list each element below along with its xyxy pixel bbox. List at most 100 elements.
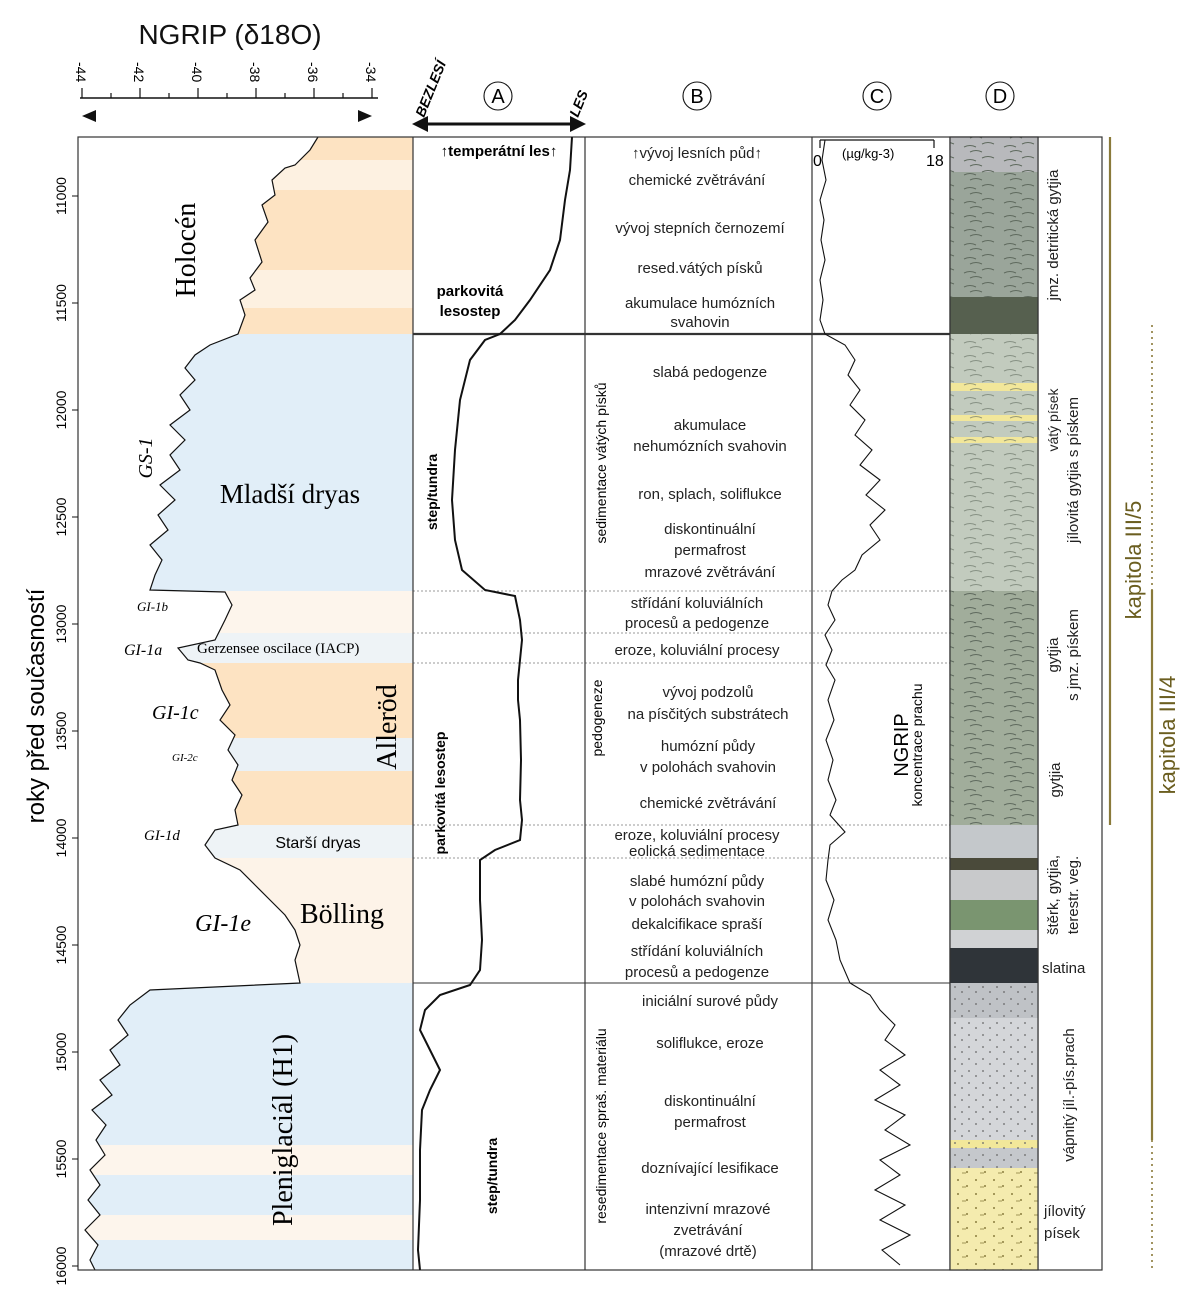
dust-scale-min: 0 xyxy=(813,153,822,170)
veg-step-tundra-lower: step/tundra xyxy=(484,1138,500,1214)
lithology-column xyxy=(949,136,1039,1271)
column-headers xyxy=(483,81,1015,111)
proc-label: chemické zvětrávání xyxy=(640,795,778,812)
proc-vertical-resedimentace: resedimentace spraš. materiálu xyxy=(593,1028,609,1223)
arrow-right-head xyxy=(570,116,586,132)
ngrip-curve xyxy=(84,136,319,1271)
lith-label: jílovitá gytjia s pískem xyxy=(1065,397,1082,544)
lith-label: jílovitý xyxy=(1043,1203,1086,1220)
dust-scale-unit: (µg/kg-3) xyxy=(842,146,894,161)
vegetation-curve xyxy=(416,136,573,1271)
proc-label: střídání koluviálních xyxy=(631,943,764,960)
dust-curve xyxy=(819,139,912,1266)
period-bolling: Bölling xyxy=(300,899,384,930)
proc-label: akumulace xyxy=(674,417,747,434)
period-gi1c: GI-1c xyxy=(152,702,199,724)
proc-label: slabá pedogenze xyxy=(653,364,767,381)
y-tick-label: 11000 xyxy=(53,177,69,215)
dust-label-konc: koncentrace prachu xyxy=(909,684,925,807)
y-tick-label: 12000 xyxy=(53,390,69,429)
period-mladsi-dryas: Mladší dryas xyxy=(220,479,360,509)
period-gi2c: GI-2c xyxy=(172,752,198,764)
veg-parkovita-mid: parkovitá lesostep xyxy=(432,732,448,855)
chapter-k4: kapitola III/4 xyxy=(1155,676,1180,795)
d18o-axis xyxy=(80,88,378,122)
proc-label: eroze, koluviální procesy xyxy=(614,642,780,659)
proc-label: procesů a pedogenze xyxy=(625,615,769,632)
lithology-labels: jmz. detritická gytjia vátý písek jílovi… xyxy=(1042,169,1086,1242)
period-gs1: GS-1 xyxy=(135,437,157,478)
lith-label: gytjia xyxy=(1047,762,1064,798)
x-tick-label: -38 xyxy=(247,62,263,82)
proc-label: chemické zvětrávání xyxy=(629,172,767,189)
x-tick-label: -40 xyxy=(189,62,205,82)
period-gerzensee: Gerzensee oscilace (IACP) xyxy=(197,641,359,657)
proc-label: eroze, koluviální procesy xyxy=(614,827,780,844)
proc-label: akumulace humózních xyxy=(625,295,775,312)
proc-label: soliflukce, eroze xyxy=(656,1035,764,1052)
proc-label: slabé humózní půdy xyxy=(630,873,765,890)
proc-label: ron, splach, soliflukce xyxy=(638,486,781,503)
veg-parkovita-2: lesostep xyxy=(440,303,501,320)
header-c: C xyxy=(870,86,884,108)
x-tick-label: -36 xyxy=(305,62,321,82)
lith-label: vápnitý jíl.-pís.prach xyxy=(1061,1028,1078,1161)
proc-label: diskontinuální xyxy=(664,521,757,538)
process-labels: ↑vývoj lesních půd↑ chemické zvětrávání … xyxy=(614,145,788,1260)
period-starsi-dryas: Starší dryas xyxy=(275,835,360,852)
y-tick-label: 15000 xyxy=(53,1032,69,1071)
proc-label: doznívající lesifikace xyxy=(641,1160,779,1177)
x-tick-label: -34 xyxy=(363,62,379,82)
proc-vertical-sedimentace: sedimentace vátých písků xyxy=(593,382,609,543)
period-boundaries xyxy=(413,332,1038,984)
lith-label: jmz. detritická gytjia xyxy=(1045,169,1062,302)
lith-label: písek xyxy=(1044,1225,1080,1242)
chapter-markers xyxy=(1108,137,1154,1270)
x-tick-label: -42 xyxy=(131,62,147,82)
y-axis-label: roky před současností xyxy=(23,588,50,823)
proc-label: permafrost xyxy=(674,1114,747,1131)
arrow-left-head xyxy=(412,116,428,132)
y-ticks xyxy=(72,195,78,1267)
dust-label-ngrip: NGRIP xyxy=(891,713,913,776)
lith-label: štěrk, gytjia, xyxy=(1045,855,1062,935)
y-tick-label: 16000 xyxy=(53,1246,69,1285)
y-tick-label: 14000 xyxy=(53,818,69,857)
period-gi1d: GI-1d xyxy=(144,828,180,844)
proc-vyvoj-lesnich-pud: ↑vývoj lesních půd↑ xyxy=(632,145,762,162)
proc-label: vývoj podzolů xyxy=(663,684,754,701)
y-tick-label: 13500 xyxy=(53,711,69,750)
proc-vertical-pedogeneze: pedogeneze xyxy=(589,679,605,756)
proc-label: zvetrávání xyxy=(673,1222,743,1239)
lith-label: slatina xyxy=(1042,960,1086,977)
lith-label: gytjia xyxy=(1045,637,1062,673)
proc-label: svahovin xyxy=(670,314,729,331)
header-a: A xyxy=(491,86,505,108)
period-allerod: Alleröd xyxy=(372,684,403,770)
proc-label: intenzivní mrazové xyxy=(645,1201,770,1218)
y-tick-label: 13000 xyxy=(53,604,69,643)
proc-label: permafrost xyxy=(674,542,747,559)
y-tick-label: 15500 xyxy=(53,1139,69,1178)
lith-label: s jmz. pískem xyxy=(1065,609,1082,701)
proc-label: iniciální surové půdy xyxy=(642,993,778,1010)
dust-scale xyxy=(819,139,935,148)
period-holocen: Holocén xyxy=(171,203,202,298)
header-b: B xyxy=(690,86,703,108)
chapter-k5: kapitola III/5 xyxy=(1121,501,1146,620)
proc-label: vývoj stepních černozemí xyxy=(615,220,785,237)
veg-step-tundra-upper: step/tundra xyxy=(424,454,440,530)
y-tick-label: 14500 xyxy=(53,925,69,964)
proc-label: resed.vátých písků xyxy=(637,260,762,277)
period-gi1e: GI-1e xyxy=(195,911,251,937)
bezlesi-label: BEZLESÍ xyxy=(412,56,450,119)
y-tick-label: 11500 xyxy=(53,284,69,322)
ngrip-curve-fill xyxy=(78,137,318,1270)
proc-label: eolická sedimentace xyxy=(629,843,765,860)
les-label: LES xyxy=(566,87,591,119)
proc-label: na písčitých substrátech xyxy=(628,706,789,723)
header-d: D xyxy=(993,86,1007,108)
d18o-title: NGRIP (δ18O) xyxy=(138,19,321,50)
x-tick-label: -44 xyxy=(73,62,89,82)
